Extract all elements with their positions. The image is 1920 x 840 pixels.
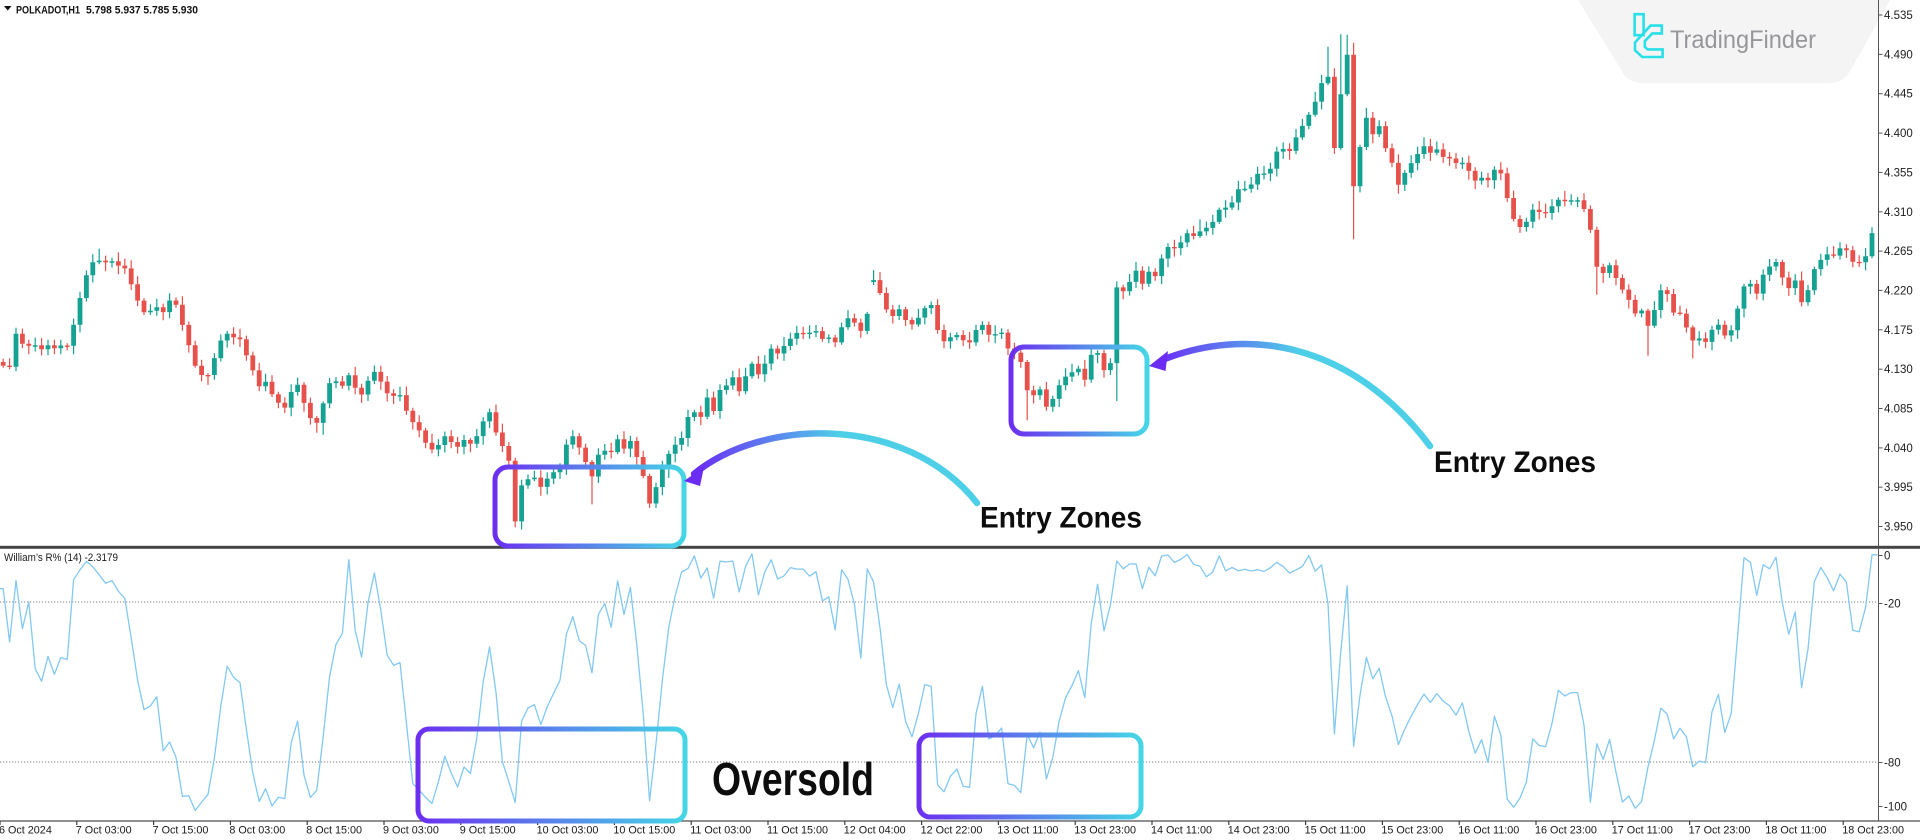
svg-text:15 Oct 23:00: 15 Oct 23:00 bbox=[1381, 825, 1443, 837]
svg-text:11 Oct 15:00: 11 Oct 15:00 bbox=[767, 825, 828, 837]
svg-text:3.950: 3.950 bbox=[1884, 522, 1913, 534]
svg-text:4.040: 4.040 bbox=[1884, 443, 1913, 455]
svg-text:-100: -100 bbox=[1884, 802, 1907, 814]
svg-text:4.310: 4.310 bbox=[1884, 207, 1913, 219]
svg-text:4.085: 4.085 bbox=[1884, 404, 1913, 416]
svg-text:TradingFinder: TradingFinder bbox=[1670, 26, 1816, 54]
svg-text:18 Oct 11:00: 18 Oct 11:00 bbox=[1765, 825, 1826, 837]
svg-text:4.220: 4.220 bbox=[1884, 285, 1913, 297]
svg-text:-20: -20 bbox=[1884, 599, 1901, 611]
svg-text:6 Oct 2024: 6 Oct 2024 bbox=[0, 825, 52, 837]
svg-text:7 Oct 15:00: 7 Oct 15:00 bbox=[153, 825, 209, 837]
svg-text:4.175: 4.175 bbox=[1884, 325, 1913, 337]
svg-text:14 Oct 23:00: 14 Oct 23:00 bbox=[1228, 825, 1290, 837]
svg-text:8 Oct 03:00: 8 Oct 03:00 bbox=[229, 825, 285, 837]
svg-text:4.130: 4.130 bbox=[1884, 364, 1913, 376]
svg-text:10 Oct 03:00: 10 Oct 03:00 bbox=[537, 825, 599, 837]
svg-text:7 Oct 03:00: 7 Oct 03:00 bbox=[76, 825, 132, 837]
svg-text:13 Oct 23:00: 13 Oct 23:00 bbox=[1074, 825, 1136, 837]
svg-text:11 Oct 03:00: 11 Oct 03:00 bbox=[690, 825, 751, 837]
svg-text:12 Oct 22:00: 12 Oct 22:00 bbox=[921, 825, 983, 837]
svg-text:Oversold: Oversold bbox=[712, 753, 874, 805]
svg-text:3.995: 3.995 bbox=[1884, 482, 1913, 494]
svg-text:8 Oct 15:00: 8 Oct 15:00 bbox=[306, 825, 362, 837]
svg-text:16 Oct 11:00: 16 Oct 11:00 bbox=[1458, 825, 1519, 837]
svg-text:9 Oct 03:00: 9 Oct 03:00 bbox=[383, 825, 439, 837]
svg-text:-80: -80 bbox=[1884, 758, 1901, 770]
svg-text:Entry Zones: Entry Zones bbox=[980, 502, 1142, 535]
svg-text:16 Oct 23:00: 16 Oct 23:00 bbox=[1535, 825, 1597, 837]
svg-text:4.445: 4.445 bbox=[1884, 89, 1913, 101]
svg-text:9 Oct 15:00: 9 Oct 15:00 bbox=[460, 825, 516, 837]
svg-text:18 Oct 23:00: 18 Oct 23:00 bbox=[1842, 825, 1904, 837]
svg-text:13 Oct 11:00: 13 Oct 11:00 bbox=[997, 825, 1058, 837]
svg-text:4.535: 4.535 bbox=[1884, 10, 1913, 22]
svg-text:10 Oct 15:00: 10 Oct 15:00 bbox=[613, 825, 675, 837]
svg-text:17 Oct 11:00: 17 Oct 11:00 bbox=[1612, 825, 1673, 837]
svg-text:5.798 5.937 5.785 5.930: 5.798 5.937 5.785 5.930 bbox=[86, 5, 198, 17]
svg-text:4.400: 4.400 bbox=[1884, 128, 1913, 140]
svg-text:15 Oct 11:00: 15 Oct 11:00 bbox=[1305, 825, 1366, 837]
svg-text:17 Oct 23:00: 17 Oct 23:00 bbox=[1689, 825, 1751, 837]
svg-text:Entry Zones: Entry Zones bbox=[1434, 446, 1596, 479]
svg-text:William’s R% (14) -2.3179: William’s R% (14) -2.3179 bbox=[4, 552, 118, 564]
svg-text:0: 0 bbox=[1884, 551, 1890, 563]
svg-text:4.355: 4.355 bbox=[1884, 167, 1913, 179]
svg-text:POLKADOT,H1: POLKADOT,H1 bbox=[16, 5, 80, 17]
svg-text:12 Oct 04:00: 12 Oct 04:00 bbox=[844, 825, 906, 837]
svg-text:4.490: 4.490 bbox=[1884, 49, 1913, 61]
svg-text:14 Oct 11:00: 14 Oct 11:00 bbox=[1151, 825, 1212, 837]
svg-text:4.265: 4.265 bbox=[1884, 246, 1913, 258]
